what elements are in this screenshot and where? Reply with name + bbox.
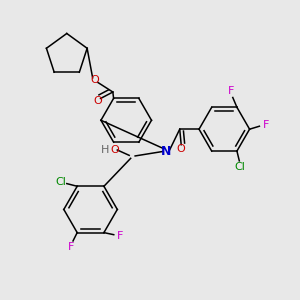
Text: F: F	[263, 120, 269, 130]
Text: F: F	[68, 242, 74, 253]
Text: O: O	[91, 75, 99, 85]
Text: F: F	[228, 86, 234, 96]
Text: N: N	[161, 145, 172, 158]
Text: O: O	[94, 96, 102, 106]
Text: O: O	[110, 145, 119, 155]
Text: O: O	[177, 143, 186, 154]
Text: H: H	[101, 145, 110, 155]
Text: Cl: Cl	[56, 177, 66, 187]
Text: F: F	[117, 231, 124, 241]
Text: Cl: Cl	[235, 162, 245, 172]
